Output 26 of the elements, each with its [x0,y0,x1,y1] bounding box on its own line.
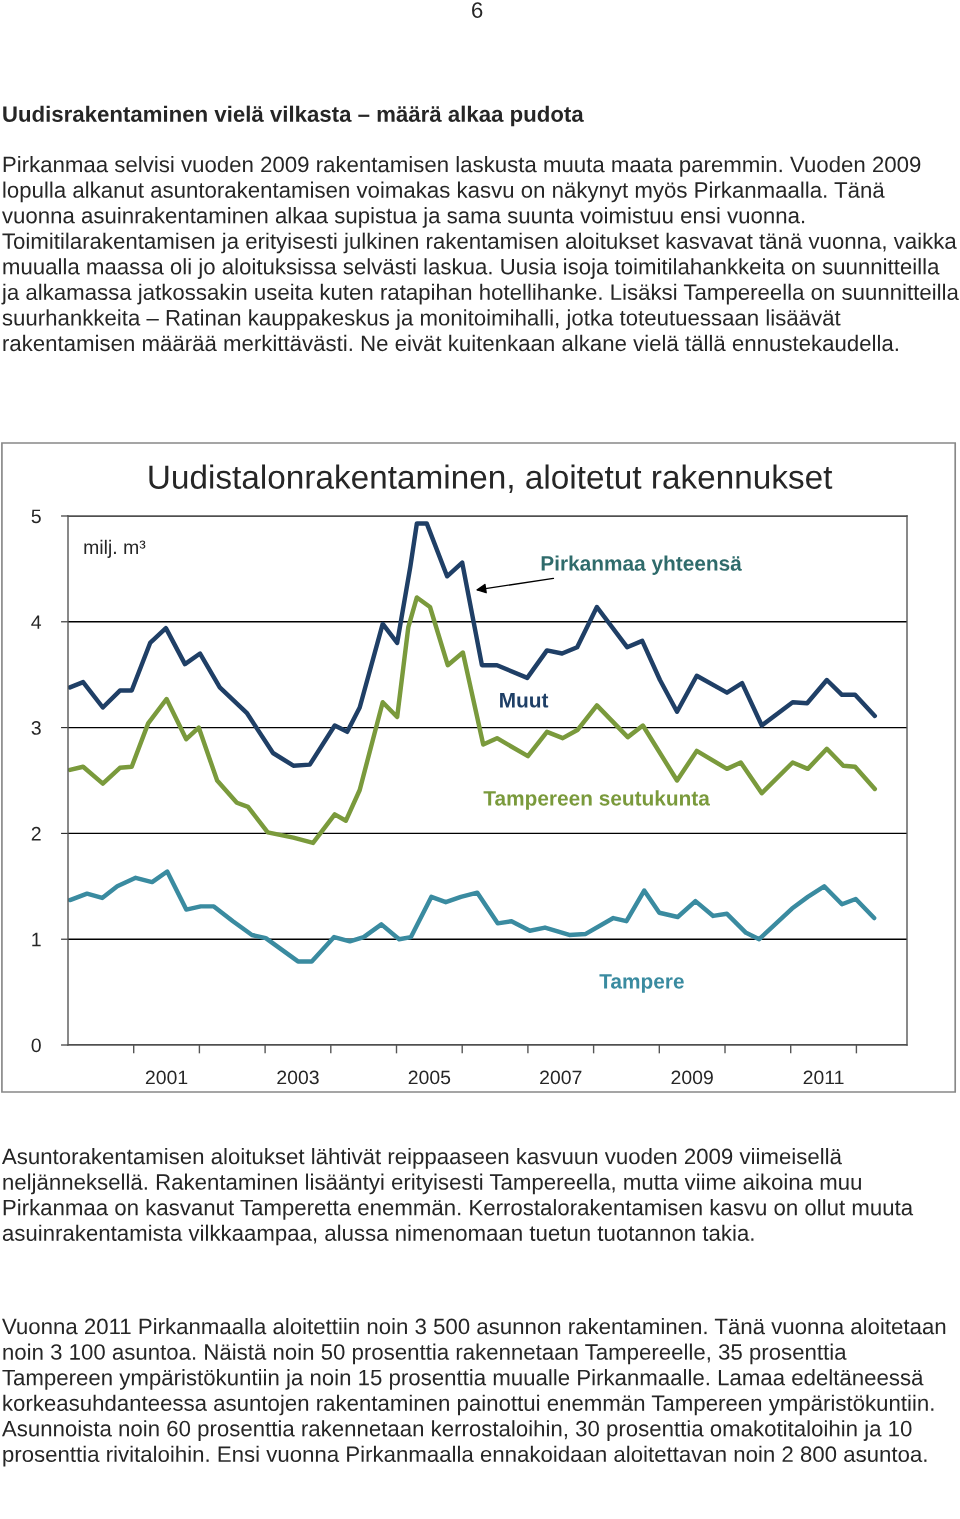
text: Asuntorakentamisen aloitukset lähtivät reippaaseen kasvuun vuoden 2009 viimeisellä neljänneksellä. Rakentaminen lisääntyi erityisesti Tampereella, mutta viime aikoina muu Pirkanmaa on kasvanut Tamperetta enemmän. Kerrostalorakentamisen kasvu on ollut muuta asuinrakentamista vilkkaampaa, alussa nimenomaan tuetun tuotannon takia. [1,1148,914,1246]
text: Vuonna 2011 Pirkanmaalla aloitettiin noin 3 500 asunnon rakentaminen. Tänä vuonna aloitetaan noin 3 100 asuntoa. Näistä noin 50 prosenttia rakennetaan Tampereelle, 35 prosenttia Tampereen ympäristökuntiin ja noin 15 prosenttia muualle Pirkanmaalle. Lamaa edeltäneessä korkeasuhdanteessa asuntojen rakentaminen painottui enemmän Tampereen ympäristökuntiin. Asunnoista noin 60 prosenttia rakennetaan kerrostaloihin, 30 prosenttia omakotitaloihin ja 10 prosenttia rivitaloihin. Ensi vuonna Pirkanmaalla ennakoidaan aloitettavan noin 2 800 asuntoa. [1,1318,946,1467]
x-tick-label: 2007 [540,1070,582,1085]
x-tick-label: 2011 [803,1070,844,1085]
y-tick-label: 4 [31,615,42,629]
y-tick-label: 2 [31,826,41,841]
y-tick-label: 1 [32,932,41,947]
line-series [68,521,878,768]
text: Tampere [599,974,684,993]
series-label: Tampereen seutukunta [483,790,710,810]
x-tick-label: 2009 [671,1070,713,1085]
x-tick-label: 2003 [277,1070,319,1085]
text: Pirkanmaa selvisi vuoden 2009 rakentamisen laskusta muuta maata paremmin. Vuoden 2009 lopulla alkanut asuntorakentamisen voimakas kasvu on näkynyt myös Pirkanmaalla. Tänä vuonna asuinrakentaminen alkaa supistua ja sama suunta voimistuu ensi vuonna. Toimitilarakentamisen ja erityisesti julkinen rakentamisen aloitukset kasvavat tänä vuonna, vaikka muualla maassa oli jo aloituksissa selvästi laskua. Uusia isoja toimitilahankkeita on suunnitteilla ja alkamassa jatkossakin useita kuten ratapihan hotellihanke. Lisäksi Tampereella on suunnitteilla suurhankkeita – Ratinan kauppakeskus ja monitoimihalli, jotka toteutuessaan lisäävät rakentamisen määrää merkittävästi. Ne eivät kuitenkaan alkane vielä tällä ennustekaudella. [1,156,959,352]
text: 6 [472,2,483,18]
annotation: Muut [500,693,549,708]
line-series [68,869,877,964]
y-tick-label: 3 [31,721,41,735]
x-tick-label: 2001 [145,1070,188,1085]
chart-title: Uudistalonrakentaminen, aloitetut rakennukset [149,464,833,493]
text: Uudisrakentaminen vielä vilkasta – määrä alkaa pudota [3,105,584,127]
text: Pirkanmaa yhteensä [541,555,742,575]
line-series [68,595,878,846]
y-axis-title: milj. m³ [84,539,146,558]
x-tick-label: 2005 [408,1070,451,1085]
y-tick-label: 0 [31,1038,41,1053]
y-tick-label: 5 [31,509,41,524]
